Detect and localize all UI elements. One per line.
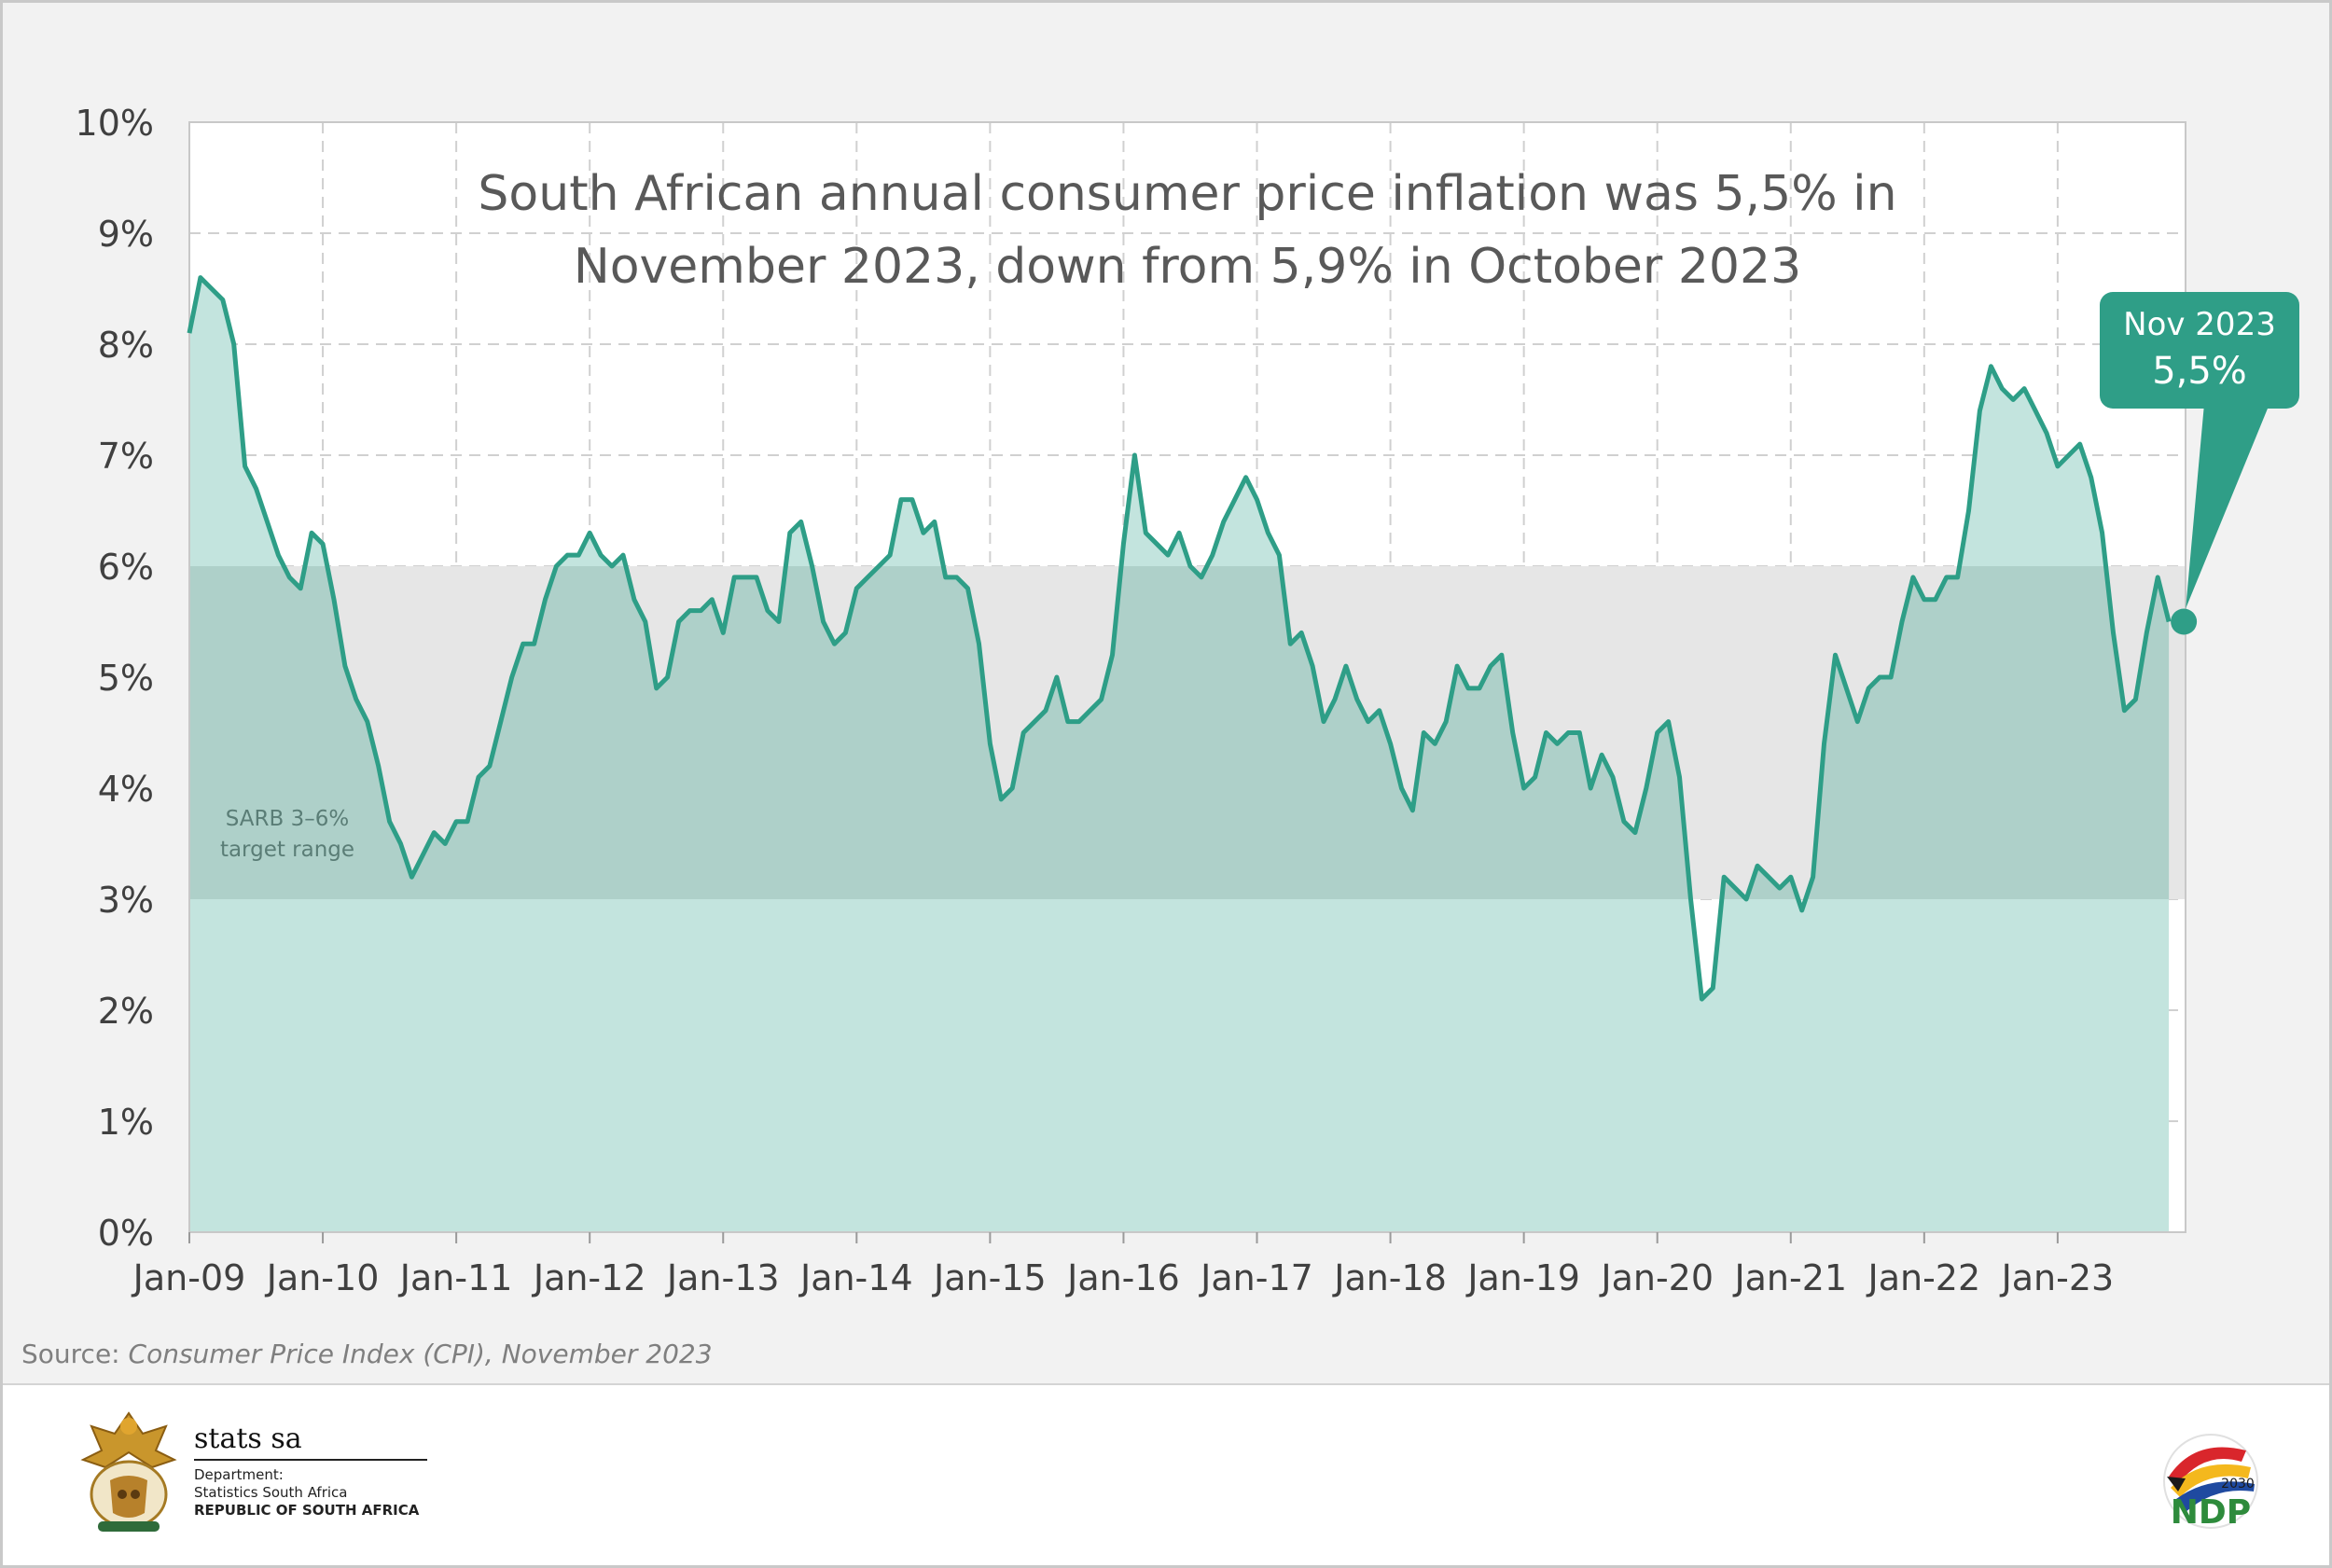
ndp-year: 2030 bbox=[2221, 1477, 2255, 1492]
y-tick-label: 0% bbox=[98, 1213, 154, 1254]
source-reference: Consumer Price Index (CPI), November 202… bbox=[128, 1339, 713, 1369]
latest-point-marker bbox=[2171, 608, 2198, 635]
x-tick-label: Jan-12 bbox=[532, 1257, 646, 1298]
chart-title-line-1: South African annual consumer price infl… bbox=[478, 166, 1896, 222]
x-tick-label: Jan-09 bbox=[132, 1257, 246, 1298]
inflation-line bbox=[187, 275, 2172, 1002]
y-axis-ticks: 0% 1% 2% 3% 4% 5% 6% 7% 8% 9% 10% bbox=[76, 103, 154, 1254]
x-tick-label: Jan-11 bbox=[398, 1257, 513, 1298]
x-tick-label: Jan-21 bbox=[1732, 1257, 1847, 1298]
y-tick-label: 9% bbox=[98, 214, 154, 255]
y-tick-label: 10% bbox=[76, 103, 154, 144]
target-band-label-line-1: SARB 3–6% bbox=[226, 807, 349, 831]
callout-date: Nov 2023 bbox=[2123, 306, 2276, 343]
x-tick-label: Jan-22 bbox=[1867, 1257, 1981, 1298]
source-note: Source: Consumer Price Index (CPI), Nove… bbox=[21, 1339, 713, 1369]
department-block: stats sa Department: Statistics South Af… bbox=[194, 1422, 427, 1519]
callout-pointer bbox=[2186, 404, 2270, 609]
x-tick-label: Jan-15 bbox=[932, 1257, 1047, 1298]
y-tick-label: 1% bbox=[98, 1102, 154, 1143]
y-tick-label: 7% bbox=[98, 436, 154, 477]
x-tick-label: Jan-20 bbox=[1599, 1257, 1714, 1298]
chart-title-line-2: November 2023, down from 5,9% in October… bbox=[574, 239, 1801, 295]
x-tick-label: Jan-13 bbox=[665, 1257, 780, 1298]
x-axis-ticks: Jan-09 Jan-10 Jan-11 Jan-12 Jan-13 Jan-14 Jan-… bbox=[132, 1232, 2115, 1298]
department-label: Department: bbox=[194, 1466, 284, 1483]
plot-border bbox=[188, 121, 2186, 1233]
callout-value: 5,5% bbox=[2152, 350, 2247, 393]
y-tick-label: 5% bbox=[98, 658, 154, 699]
x-tick-label: Jan-17 bbox=[1199, 1257, 1313, 1298]
target-band-label-line-2: target range bbox=[220, 838, 354, 862]
chart-panel: 0% 1% 2% 3% 4% 5% 6% 7% 8% 9% 10% Jan-09 Jan-10 Jan-… bbox=[3, 3, 2329, 1385]
x-tick-label: Jan-23 bbox=[2000, 1257, 2115, 1298]
x-tick-label: Jan-19 bbox=[1465, 1257, 1580, 1298]
nov-2023-callout: Nov 2023 5,5% bbox=[2100, 292, 2299, 635]
coat-of-arms-icon bbox=[80, 1411, 177, 1532]
y-tick-label: 3% bbox=[98, 880, 154, 921]
footer: stats sa Department: Statistics South Af… bbox=[3, 1385, 2329, 1565]
x-tick-label: Jan-14 bbox=[798, 1257, 913, 1298]
department-name: stats sa bbox=[194, 1422, 427, 1461]
ndp-text: NDP bbox=[2171, 1493, 2251, 1532]
country-name: REPUBLIC OF SOUTH AFRICA bbox=[194, 1502, 420, 1519]
ndp-logo-icon: 2030 NDP bbox=[2163, 1434, 2258, 1532]
y-tick-label: 8% bbox=[98, 325, 154, 366]
source-prefix: Source: bbox=[21, 1339, 129, 1369]
department-full-name: Statistics South Africa bbox=[194, 1484, 348, 1501]
y-tick-label: 6% bbox=[98, 547, 154, 588]
x-tick-label: Jan-10 bbox=[265, 1257, 380, 1298]
x-tick-label: Jan-18 bbox=[1332, 1257, 1447, 1298]
x-tick-label: Jan-16 bbox=[1065, 1257, 1180, 1298]
cpi-chart: 0%1%2%3%4%5%6%7%8%9%10% Jan-09 Jan-10 Jan-… bbox=[76, 103, 2299, 1298]
y-tick-label: 4% bbox=[98, 769, 154, 810]
callout-box bbox=[2100, 292, 2299, 409]
y-tick-label: 2% bbox=[98, 991, 154, 1032]
